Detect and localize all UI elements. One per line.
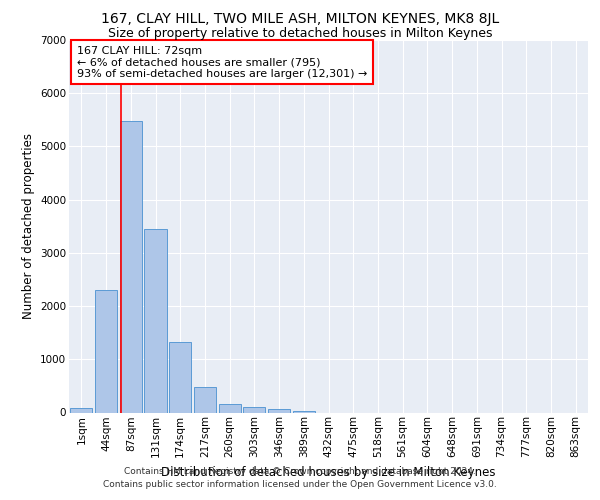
Text: Contains HM Land Registry data © Crown copyright and database right 2024.
Contai: Contains HM Land Registry data © Crown c… (103, 468, 497, 489)
Text: 167, CLAY HILL, TWO MILE ASH, MILTON KEYNES, MK8 8JL: 167, CLAY HILL, TWO MILE ASH, MILTON KEY… (101, 12, 499, 26)
Bar (95, 290, 117, 412)
X-axis label: Distribution of detached houses by size in Milton Keynes: Distribution of detached houses by size … (161, 466, 496, 478)
Text: 167 CLAY HILL: 72sqm
← 6% of detached houses are smaller (795)
93% of semi-detac: 167 CLAY HILL: 72sqm ← 6% of detached ho… (77, 46, 367, 79)
Bar (293, 410, 315, 412)
Bar (194, 388, 216, 412)
Bar (243, 407, 265, 412)
Bar (268, 409, 290, 412)
Bar (70, 408, 92, 412)
Bar (218, 404, 241, 412)
Bar (119, 121, 142, 412)
Y-axis label: Number of detached properties: Number of detached properties (22, 133, 35, 320)
Bar (169, 342, 191, 412)
Bar (145, 229, 167, 412)
Text: Size of property relative to detached houses in Milton Keynes: Size of property relative to detached ho… (108, 28, 492, 40)
